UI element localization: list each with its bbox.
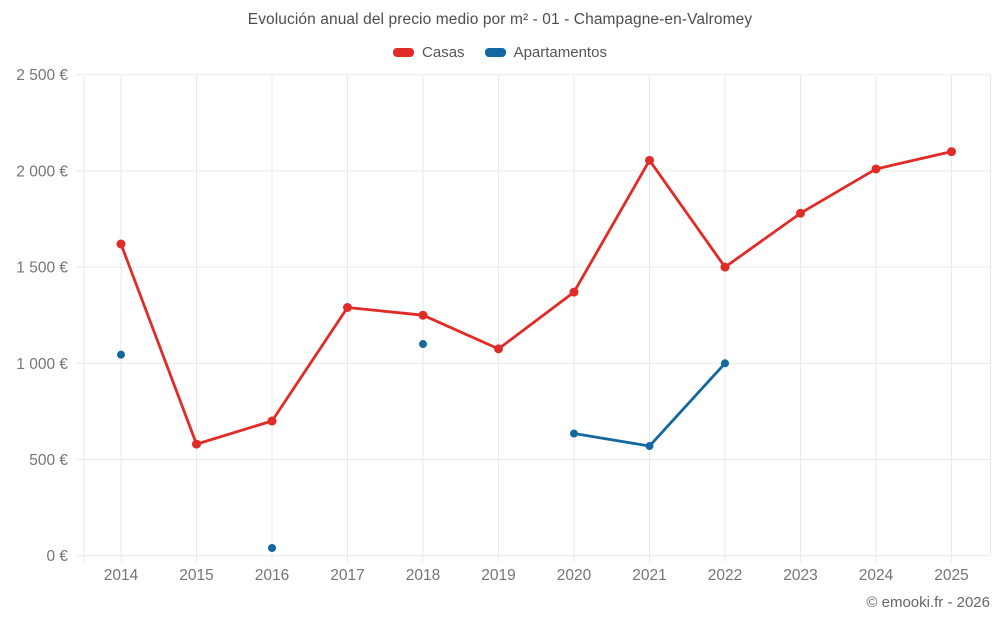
y-tick-label: 1 000 € <box>16 356 68 373</box>
x-tick-label: 2016 <box>255 567 289 584</box>
casas-point-2022[interactable] <box>720 262 730 272</box>
chart-title: Evolución anual del precio medio por m² … <box>247 11 753 28</box>
casas-point-2021[interactable] <box>645 155 654 165</box>
x-tick-label: 2020 <box>557 567 592 584</box>
apartamentos-point-2018[interactable] <box>419 340 427 349</box>
apartamentos-point-2021[interactable] <box>645 442 654 451</box>
y-tick-label: 1 500 € <box>16 260 68 277</box>
x-tick-label: 2018 <box>406 567 440 584</box>
casas-point-2018[interactable] <box>418 310 428 320</box>
apartamentos-point-2022[interactable] <box>721 359 729 368</box>
chart-legend: Casas Apartamentos <box>0 44 1000 61</box>
x-tick-label: 2021 <box>632 567 666 584</box>
casas-point-2020[interactable] <box>569 287 579 297</box>
casas-point-2024[interactable] <box>871 164 881 174</box>
apartamentos-point-2014[interactable] <box>117 350 125 359</box>
casas-point-2016[interactable] <box>267 416 277 426</box>
casas-point-2017[interactable] <box>343 303 352 313</box>
y-tick-label: 2 000 € <box>16 163 68 180</box>
x-tick-label: 2014 <box>104 567 139 584</box>
casas-point-2019[interactable] <box>494 344 503 354</box>
y-tick-label: 500 € <box>29 452 68 469</box>
casas-point-2014[interactable] <box>116 239 126 249</box>
footer-copyright: © emooki.fr - 2026 <box>866 594 990 611</box>
y-tick-label: 2 500 € <box>16 67 68 84</box>
legend-swatch-icon <box>393 48 415 57</box>
casas-point-2015[interactable] <box>192 439 201 449</box>
x-tick-label: 2019 <box>481 567 515 584</box>
legend-label: Casas <box>422 44 465 61</box>
x-tick-label: 2022 <box>708 567 742 584</box>
legend-item-casas[interactable]: Casas <box>393 44 465 61</box>
x-tick-label: 2017 <box>330 567 364 584</box>
x-tick-label: 2015 <box>179 567 213 584</box>
legend-swatch-icon <box>484 48 506 57</box>
x-tick-label: 2023 <box>783 567 817 584</box>
legend-label: Apartamentos <box>513 44 607 61</box>
x-tick-label: 2024 <box>859 567 894 584</box>
casas-point-2025[interactable] <box>947 147 956 157</box>
x-tick-label: 2025 <box>934 567 968 584</box>
apartamentos-point-2016[interactable] <box>268 544 276 553</box>
casas-line <box>119 150 953 446</box>
apartamentos-point-2020[interactable] <box>570 429 578 438</box>
y-tick-label: 0 € <box>46 548 68 565</box>
legend-item-apartamentos[interactable]: Apartamentos <box>484 44 607 61</box>
casas-point-2023[interactable] <box>796 208 805 218</box>
